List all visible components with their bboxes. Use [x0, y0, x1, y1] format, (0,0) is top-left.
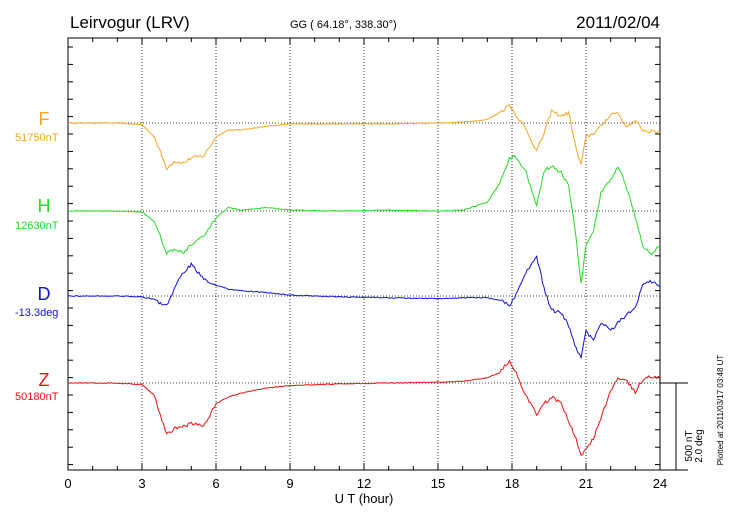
chart-date: 2011/02/04	[576, 13, 660, 32]
series-H-line	[67, 155, 661, 284]
plotted-timestamp: Plotted at 2011/03/17 03:48 UT	[716, 355, 725, 466]
series-D-baseline: -13.3deg	[15, 307, 58, 319]
series-Z-name: Z	[39, 370, 50, 390]
x-tick-label: 21	[579, 476, 593, 491]
x-tick-label: 15	[431, 476, 445, 491]
x-tick-label: 12	[357, 476, 371, 491]
series-D-line	[67, 255, 661, 360]
scale-nt-label: 500 nT	[684, 430, 695, 461]
axis-ticks	[67, 38, 661, 470]
station-coordinates: GG ( 64.18°, 338.30°)	[290, 19, 397, 31]
x-tick-label: 6	[212, 476, 219, 491]
series-Z-baseline: 50180nT	[15, 391, 59, 403]
x-tick-label: 0	[64, 476, 71, 491]
x-tick-label: 9	[286, 476, 293, 491]
x-axis-label: U T (hour)	[335, 491, 394, 506]
traces	[67, 103, 661, 457]
series-F-baseline: 51750nT	[15, 132, 59, 144]
series-Z-line	[67, 359, 661, 457]
x-tick-labels: 0 3 6 9 12 15 18 21 24	[64, 476, 667, 491]
series-F-name: F	[39, 109, 50, 129]
x-tick-label: 24	[653, 476, 667, 491]
x-tick-label: 3	[138, 476, 145, 491]
station-title: Leirvogur (LRV)	[70, 13, 190, 32]
scale-bar: 500 nT 2.0 deg	[660, 382, 705, 471]
x-tick-label: 18	[505, 476, 519, 491]
series-D-name: D	[38, 284, 51, 304]
series-H-name: H	[38, 196, 51, 216]
scale-deg-label: 2.0 deg	[694, 429, 705, 462]
series-F-line	[67, 103, 661, 171]
series-H-baseline: 12630nT	[15, 220, 59, 232]
